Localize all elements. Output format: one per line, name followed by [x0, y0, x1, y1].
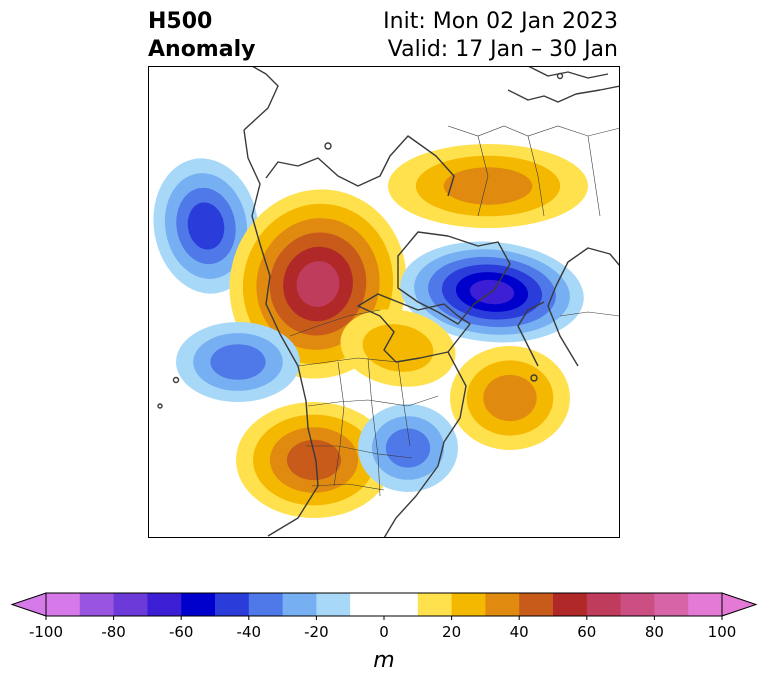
colorbar-tick-label: 0 [379, 623, 389, 641]
colorbar-tick-label: -40 [237, 623, 262, 641]
anomaly-contour-level [187, 202, 225, 250]
colorbar-cell [688, 593, 723, 616]
colorbar-tick-label: 60 [577, 623, 596, 641]
colorbar-tick-label: 80 [645, 623, 664, 641]
anomaly-contour-level [443, 167, 533, 205]
colorbar-cell [215, 593, 250, 616]
anomaly-contour-level [210, 344, 266, 380]
colorbar-cell [350, 593, 385, 616]
anomaly-center [236, 402, 392, 518]
colorbar-cell [620, 593, 655, 616]
title-right: Init: Mon 02 Jan 2023 Valid: 17 Jan – 30… [383, 8, 618, 64]
colorbar-tick-label: -100 [29, 623, 63, 641]
colorbar-cell [451, 593, 486, 616]
colorbar-cell [586, 593, 621, 616]
colorbar-tick-label: 20 [442, 623, 461, 641]
colorbar-cell [147, 593, 182, 616]
colorbar-tick-label: -80 [101, 623, 126, 641]
coastlines [157, 66, 620, 538]
colorbar-cell [519, 593, 554, 616]
title-anomaly: Anomaly [148, 37, 256, 62]
colorbar-cell [485, 593, 520, 616]
init-date: Init: Mon 02 Jan 2023 [383, 9, 618, 34]
colorbar-cell [113, 593, 148, 616]
anomaly-contour-level [296, 261, 340, 307]
colorbar-extend-max [721, 592, 758, 617]
anomaly-map [148, 66, 620, 538]
colorbar-cell [282, 593, 317, 616]
anomaly-contours [153, 144, 588, 518]
colorbar-tick-label: -20 [304, 623, 329, 641]
colorbar-cell [384, 593, 419, 616]
anomaly-center [153, 158, 259, 294]
colorbar-tick-label: 40 [510, 623, 529, 641]
colorbar-cell [79, 593, 114, 616]
valid-range: Valid: 17 Jan – 30 Jan [387, 37, 618, 62]
colorbar-ticks: -100 -80 -60 -40 -20 0 20 40 60 80 100 [29, 616, 736, 641]
colorbar-tick-label: 100 [708, 623, 737, 641]
colorbar-cell [654, 593, 689, 616]
map-frame [148, 66, 620, 538]
anomaly-center [450, 346, 570, 450]
anomaly-center [388, 144, 588, 228]
colorbar: -100 -80 -60 -40 -20 0 20 40 60 80 100 m [10, 592, 758, 673]
anomaly-contour-level [483, 374, 537, 422]
anomaly-center [358, 404, 458, 492]
colorbar-cell [181, 593, 216, 616]
colorbar-cell [553, 593, 588, 616]
title-left: H500 Anomaly [148, 8, 255, 64]
colorbar-unit: m [373, 648, 394, 673]
colorbar-tick-label: -60 [169, 623, 194, 641]
colorbar-cell [248, 593, 283, 616]
colorbar-cell [316, 593, 351, 616]
anomaly-center [176, 322, 300, 402]
title-variable: H500 [148, 9, 213, 34]
colorbar-cell [46, 593, 81, 616]
anomaly-contour-level [385, 428, 431, 468]
colorbar-cell [417, 593, 452, 616]
borders [289, 125, 620, 497]
colorbar-extend-min [10, 592, 47, 617]
colorbar-cells [10, 592, 758, 617]
anomaly-contour-level [286, 439, 342, 481]
